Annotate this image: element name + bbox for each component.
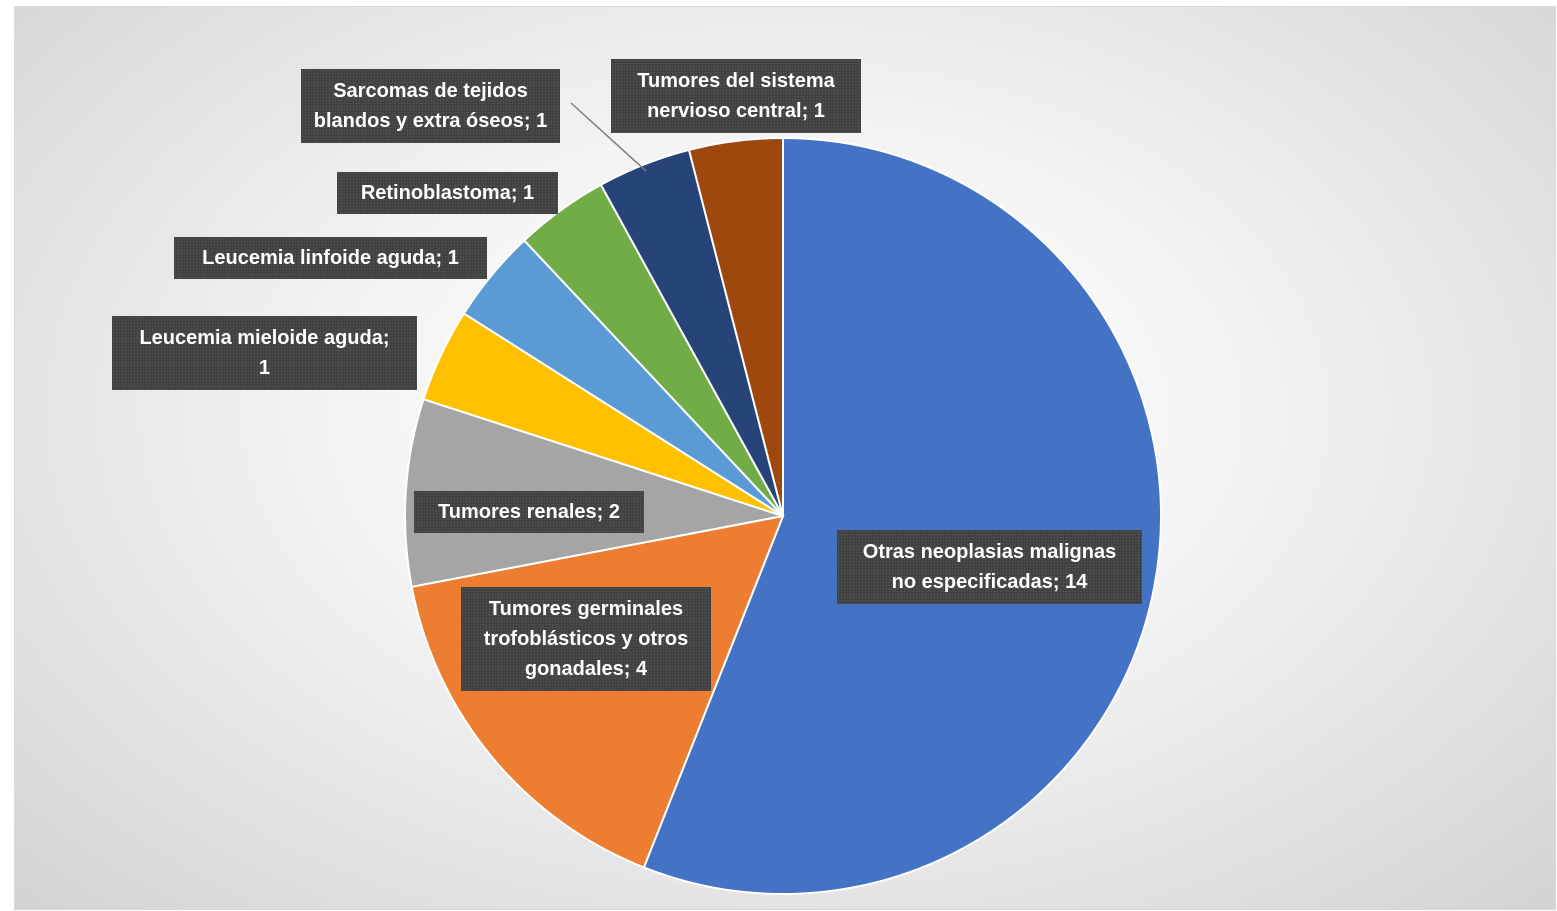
leader-line-sarcomas <box>570 102 647 172</box>
pie-chart <box>404 102 1162 895</box>
label-tumores-snc: Tumores del sistema nervioso central; 1 <box>611 59 861 133</box>
label-tumores-renales: Tumores renales; 2 <box>414 491 644 533</box>
label-leucemia-mieloide: Leucemia mieloide aguda; 1 <box>112 316 417 390</box>
label-tumores-germinales: Tumores germinales trofoblásticos y otro… <box>461 587 711 691</box>
chart-area: Otras neoplasias malignas no especificad… <box>14 6 1556 910</box>
label-sarcomas: Sarcomas de tejidos blandos y extra óseo… <box>301 69 560 143</box>
label-leucemia-linfoide: Leucemia linfoide aguda; 1 <box>174 237 487 279</box>
label-otras-neoplasias: Otras neoplasias malignas no especificad… <box>837 530 1142 604</box>
pie-slice-8 <box>687 136 784 517</box>
pie-slice-1 <box>642 136 1162 895</box>
label-retinoblastoma: Retinoblastoma; 1 <box>337 172 558 214</box>
